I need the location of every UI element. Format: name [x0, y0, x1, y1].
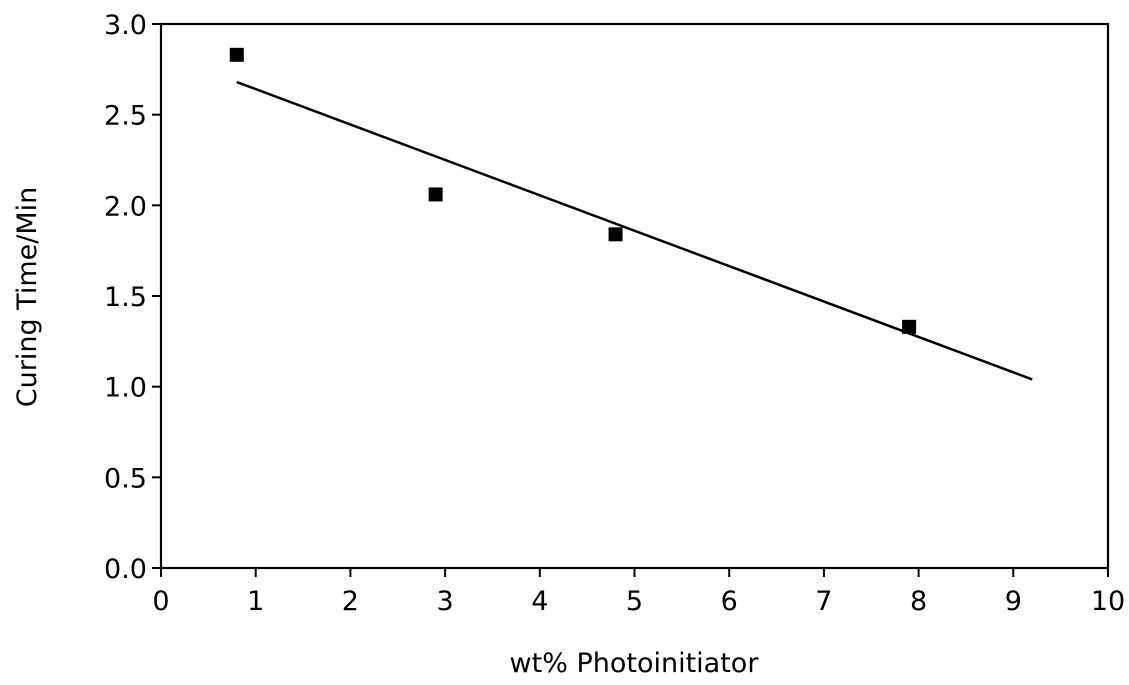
data-point	[608, 227, 623, 242]
y-tick-label: 3.0	[104, 10, 147, 41]
y-tick-label: 0.5	[104, 463, 147, 494]
y-axis-title: Curing Time/Min	[12, 187, 43, 407]
y-tick-label: 1.5	[104, 282, 147, 313]
data-point	[902, 319, 917, 334]
y-tick-label: 2.5	[104, 101, 147, 132]
fit-line	[236, 80, 1033, 381]
x-tick-label: 8	[910, 586, 927, 617]
x-tick-label: 9	[1005, 586, 1022, 617]
x-tick-label: 0	[152, 586, 169, 617]
x-tick-label: 2	[342, 586, 359, 617]
y-tick-label: 0.0	[104, 554, 147, 585]
x-tick-label: 1	[247, 586, 264, 617]
x-tick-label: 5	[626, 586, 643, 617]
data-point	[229, 47, 244, 62]
x-tick-label: 7	[815, 586, 832, 617]
x-axis-title: wt% Photoinitiator	[510, 648, 760, 679]
data-point	[428, 187, 443, 202]
x-tick-label: 4	[531, 586, 548, 617]
x-tick-label: 3	[437, 586, 454, 617]
y-tick-label: 1.0	[104, 373, 147, 404]
y-tick-label: 2.0	[104, 191, 147, 222]
x-tick-label: 10	[1091, 586, 1125, 617]
x-tick-label: 6	[721, 586, 738, 617]
